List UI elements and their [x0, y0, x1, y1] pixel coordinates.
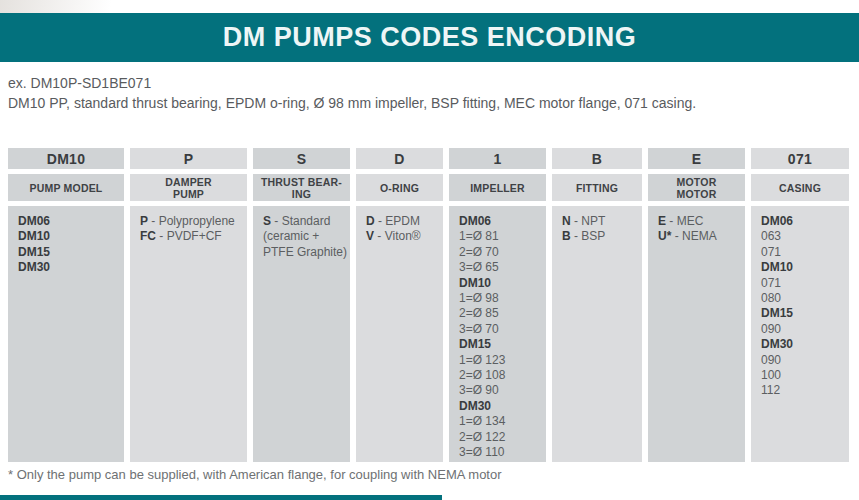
column-label: DAMPER PUMP: [130, 174, 247, 201]
body-line: 2=Ø 85: [459, 306, 541, 321]
catalog-page: DM PUMPS CODES ENCODING ex. DM10P-SD1BE0…: [0, 0, 859, 500]
column-label: CASING: [751, 174, 849, 201]
body-line: U* - NEMA: [658, 229, 740, 244]
body-line: 071: [761, 276, 844, 291]
body-line: B - BSP: [562, 229, 637, 244]
body-line: 3=Ø 90: [459, 383, 541, 398]
body-line: 063: [761, 229, 844, 244]
example-block: ex. DM10P-SD1BE071 DM10 PP, standard thr…: [8, 73, 696, 113]
body-line: 1=Ø 81: [459, 229, 541, 244]
body-line: DM10: [459, 276, 541, 291]
column-code: D: [356, 148, 443, 169]
body-line: 3=Ø 110: [459, 445, 541, 460]
column-label: FITTING: [552, 174, 642, 201]
body-line: D - EPDM: [366, 214, 438, 229]
body-line: 112: [761, 383, 844, 398]
body-line: FC - PVDF+CF: [140, 229, 242, 244]
example-description: DM10 PP, standard thrust bearing, EPDM o…: [8, 93, 696, 113]
body-line: DM15: [761, 306, 844, 321]
body-line: 090: [761, 322, 844, 337]
body-line: P - Polypropylene: [140, 214, 242, 229]
column-code: 1: [449, 148, 546, 169]
body-line: DM10: [761, 260, 844, 275]
column-label: O-RING: [356, 174, 443, 201]
column-body: N - NPTB - BSP: [552, 206, 642, 462]
column-label: IMPELLER: [449, 174, 546, 201]
column-body: E - MECU* - NEMA: [648, 206, 745, 462]
codes-table: DM10 PSD1BE 071 PUMP MODELDAMPER PUMPTHRUST…: [8, 148, 849, 462]
column-code: E: [648, 148, 745, 169]
column-code: P: [130, 148, 247, 169]
page-corner-decoration: [0, 0, 170, 13]
column-body: DM061=Ø 812=Ø 703=Ø 65DM101=Ø 982=Ø 853=…: [449, 206, 546, 462]
body-line: 1=Ø 123: [459, 353, 541, 368]
body-line: DM06: [18, 214, 119, 229]
body-line: (ceramic +: [263, 229, 345, 244]
column-body: P - PolypropyleneFC - PVDF+CF: [130, 206, 247, 462]
page-title: DM PUMPS CODES ENCODING: [223, 22, 637, 53]
example-code: ex. DM10P-SD1BE071: [8, 73, 696, 93]
body-line: PTFE Graphite): [263, 245, 345, 260]
body-line: 1=Ø 98: [459, 291, 541, 306]
body-line: DM06: [761, 214, 844, 229]
body-line: 1=Ø 134: [459, 414, 541, 429]
body-line: DM15: [459, 337, 541, 352]
column-body: D - EPDMV - Viton®: [356, 206, 443, 462]
body-line: 3=Ø 65: [459, 260, 541, 275]
body-line: 080: [761, 291, 844, 306]
body-line: 071: [761, 245, 844, 260]
body-line: 090: [761, 353, 844, 368]
body-line: DM15: [18, 245, 119, 260]
body-line: N - NPT: [562, 214, 637, 229]
title-bar: DM PUMPS CODES ENCODING: [0, 13, 859, 62]
column-label: MOTOR MOTOR: [648, 174, 745, 201]
column-body: DM06DM10DM15DM30: [8, 206, 124, 462]
body-line: DM10: [18, 229, 119, 244]
body-line: E - MEC: [658, 214, 740, 229]
body-line: 2=Ø 70: [459, 245, 541, 260]
column-code: B: [552, 148, 642, 169]
body-line: DM30: [459, 399, 541, 414]
footnote: * Only the pump can be supplied, with Am…: [8, 467, 502, 482]
column-code: 071: [751, 148, 849, 169]
body-line: DM06: [459, 214, 541, 229]
bottom-page-bar: [0, 495, 442, 500]
column-label: PUMP MODEL: [8, 174, 124, 201]
column-code: DM10: [8, 148, 124, 169]
body-line: 3=Ø 70: [459, 322, 541, 337]
body-line: V - Viton®: [366, 229, 438, 244]
body-line: DM30: [18, 260, 119, 275]
column-body: S - Standard(ceramic +PTFE Graphite): [253, 206, 350, 462]
column-code: S: [253, 148, 350, 169]
body-line: 2=Ø 108: [459, 368, 541, 383]
body-line: DM30: [761, 337, 844, 352]
body-line: S - Standard: [263, 214, 345, 229]
body-line: 2=Ø 122: [459, 430, 541, 445]
column-body: DM06063071DM10071080DM15090DM30090100112: [751, 206, 849, 462]
body-line: 100: [761, 368, 844, 383]
column-label: THRUST BEAR- ING: [253, 174, 350, 201]
